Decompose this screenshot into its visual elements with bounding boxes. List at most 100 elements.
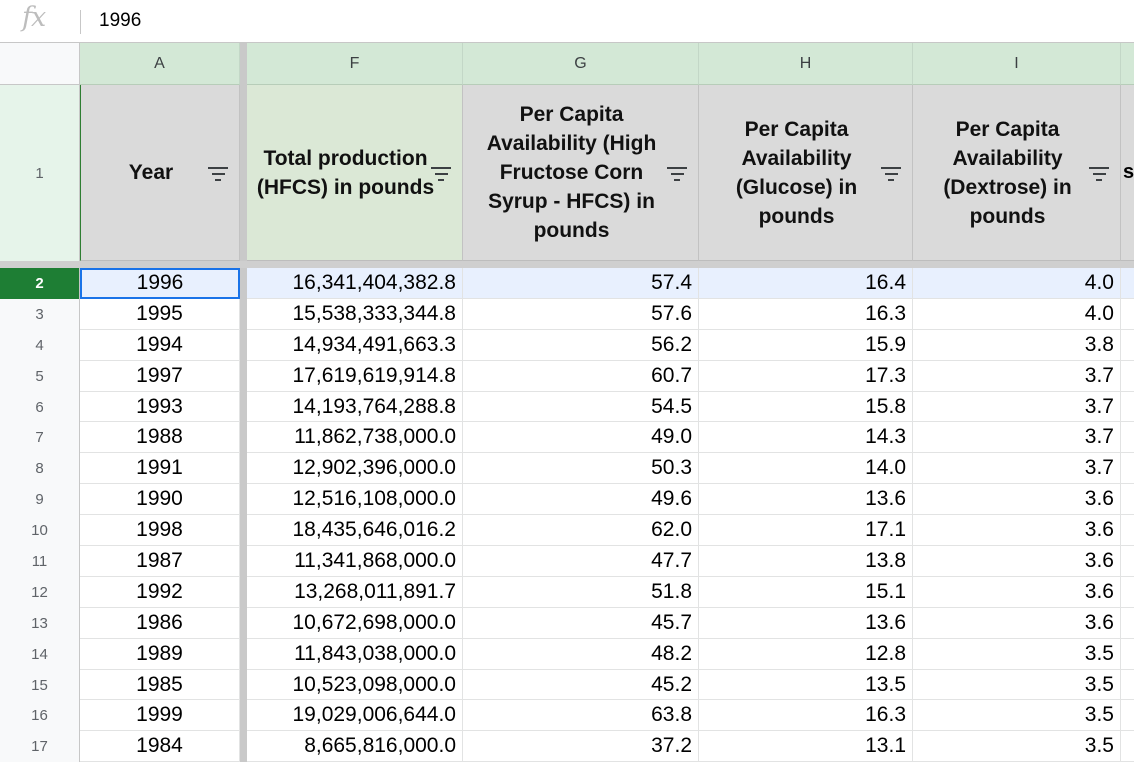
cell-per-capita-dextrose[interactable]: 3.6 bbox=[913, 515, 1121, 547]
cell-per-capita-glucose[interactable]: 17.1 bbox=[699, 515, 913, 547]
cell-per-capita-glucose[interactable]: 17.3 bbox=[699, 360, 913, 392]
cell-per-capita-glucose[interactable]: 16.4 bbox=[699, 268, 913, 299]
cell-year[interactable]: 1992 bbox=[80, 576, 240, 608]
cell-per-capita-hfcs[interactable]: 49.6 bbox=[463, 484, 699, 516]
filter-icon[interactable] bbox=[207, 164, 229, 182]
cell-per-capita-hfcs[interactable]: 50.3 bbox=[463, 453, 699, 485]
cell-per-capita-dextrose[interactable]: 3.7 bbox=[913, 391, 1121, 423]
frozen-column-divider[interactable] bbox=[240, 638, 247, 670]
cell-year[interactable]: 1987 bbox=[80, 546, 240, 577]
cell-per-capita-glucose[interactable]: 14.3 bbox=[699, 422, 913, 454]
frozen-column-divider[interactable] bbox=[240, 546, 247, 577]
cell-per-capita-hfcs[interactable]: 51.8 bbox=[463, 576, 699, 608]
frozen-column-divider[interactable] bbox=[240, 85, 247, 261]
cell-per-capita-dextrose[interactable]: 3.6 bbox=[913, 546, 1121, 577]
cell-per-capita-glucose[interactable]: 16.3 bbox=[699, 298, 913, 330]
frozen-column-divider[interactable] bbox=[240, 43, 247, 85]
cell-next-peek[interactable] bbox=[1121, 422, 1134, 454]
filter-icon[interactable] bbox=[880, 164, 902, 182]
header-cell-year[interactable]: Year bbox=[80, 85, 240, 261]
cell-total-production[interactable]: 13,268,011,891.7 bbox=[247, 576, 463, 608]
row-header[interactable]: 17 bbox=[0, 731, 80, 762]
cell-next-peek[interactable] bbox=[1121, 330, 1134, 361]
cell-per-capita-hfcs[interactable]: 45.2 bbox=[463, 669, 699, 701]
column-header-h[interactable]: H bbox=[699, 43, 913, 85]
frozen-row-divider[interactable] bbox=[913, 261, 1121, 268]
row-header[interactable]: 7 bbox=[0, 422, 80, 454]
cell-per-capita-dextrose[interactable]: 3.5 bbox=[913, 700, 1121, 732]
cell-per-capita-glucose[interactable]: 15.1 bbox=[699, 576, 913, 608]
cell-per-capita-hfcs[interactable]: 63.8 bbox=[463, 700, 699, 732]
select-all-corner[interactable] bbox=[0, 43, 80, 85]
cell-per-capita-glucose[interactable]: 13.8 bbox=[699, 546, 913, 577]
cell-year[interactable]: 1996 bbox=[80, 268, 240, 299]
cell-next-peek[interactable] bbox=[1121, 546, 1134, 577]
cell-per-capita-dextrose[interactable]: 3.5 bbox=[913, 669, 1121, 701]
row-header[interactable]: 3 bbox=[0, 298, 80, 330]
cell-total-production[interactable]: 11,843,038,000.0 bbox=[247, 638, 463, 670]
cell-total-production[interactable]: 8,665,816,000.0 bbox=[247, 731, 463, 762]
cell-per-capita-glucose[interactable]: 13.5 bbox=[699, 669, 913, 701]
cell-per-capita-glucose[interactable]: 16.3 bbox=[699, 700, 913, 732]
row-header[interactable]: 15 bbox=[0, 669, 80, 701]
frozen-column-divider[interactable] bbox=[240, 607, 247, 639]
cell-total-production[interactable]: 17,619,619,914.8 bbox=[247, 360, 463, 392]
cell-total-production[interactable]: 18,435,646,016.2 bbox=[247, 515, 463, 547]
cell-total-production[interactable]: 15,538,333,344.8 bbox=[247, 298, 463, 330]
cell-per-capita-glucose[interactable]: 15.9 bbox=[699, 329, 913, 361]
cell-per-capita-hfcs[interactable]: 56.2 bbox=[463, 329, 699, 361]
cell-per-capita-dextrose[interactable]: 3.6 bbox=[913, 607, 1121, 639]
cell-next-peek[interactable] bbox=[1121, 577, 1134, 608]
cell-total-production[interactable]: 11,341,868,000.0 bbox=[247, 546, 463, 577]
row-header[interactable]: 12 bbox=[0, 576, 80, 608]
cell-per-capita-hfcs[interactable]: 47.7 bbox=[463, 546, 699, 577]
row-header[interactable]: 8 bbox=[0, 453, 80, 485]
column-header-g[interactable]: G bbox=[463, 43, 699, 85]
cell-per-capita-dextrose[interactable]: 3.7 bbox=[913, 360, 1121, 392]
frozen-column-divider[interactable] bbox=[240, 515, 247, 547]
cell-next-peek[interactable] bbox=[1121, 639, 1134, 670]
row-header[interactable]: 16 bbox=[0, 700, 80, 732]
cell-next-peek[interactable] bbox=[1121, 361, 1134, 392]
cell-total-production[interactable]: 19,029,006,644.0 bbox=[247, 700, 463, 732]
filter-icon[interactable] bbox=[1088, 164, 1110, 182]
cell-per-capita-dextrose[interactable]: 3.5 bbox=[913, 731, 1121, 762]
cell-per-capita-dextrose[interactable]: 3.7 bbox=[913, 453, 1121, 485]
row-header-1[interactable]: 1 bbox=[0, 85, 80, 261]
frozen-row-divider[interactable] bbox=[247, 261, 463, 268]
cell-year[interactable]: 1999 bbox=[80, 700, 240, 732]
cell-per-capita-glucose[interactable]: 13.1 bbox=[699, 731, 913, 762]
row-header[interactable]: 6 bbox=[0, 391, 80, 423]
frozen-row-divider[interactable] bbox=[699, 261, 913, 268]
cell-year[interactable]: 1993 bbox=[80, 391, 240, 423]
frozen-column-divider[interactable] bbox=[240, 484, 247, 516]
header-cell-next-peek[interactable]: s bbox=[1121, 85, 1134, 261]
cell-total-production[interactable]: 10,523,098,000.0 bbox=[247, 669, 463, 701]
cell-next-peek[interactable] bbox=[1121, 700, 1134, 732]
frozen-row-divider[interactable] bbox=[240, 261, 247, 268]
cell-per-capita-glucose[interactable]: 12.8 bbox=[699, 638, 913, 670]
column-header-next[interactable] bbox=[1121, 43, 1134, 85]
frozen-column-divider[interactable] bbox=[240, 268, 247, 299]
cell-per-capita-hfcs[interactable]: 54.5 bbox=[463, 391, 699, 423]
cell-next-peek[interactable] bbox=[1121, 453, 1134, 485]
cell-per-capita-hfcs[interactable]: 45.7 bbox=[463, 607, 699, 639]
cell-per-capita-glucose[interactable]: 14.0 bbox=[699, 453, 913, 485]
cell-year[interactable]: 1995 bbox=[80, 298, 240, 330]
cell-per-capita-hfcs[interactable]: 49.0 bbox=[463, 422, 699, 454]
header-cell-per-capita-hfcs[interactable]: Per Capita Availability (High Fructose C… bbox=[463, 85, 699, 261]
column-header-i[interactable]: I bbox=[913, 43, 1121, 85]
formula-input[interactable]: 1996 bbox=[99, 10, 142, 31]
row-header[interactable]: 2 bbox=[0, 268, 80, 299]
cell-year[interactable]: 1985 bbox=[80, 669, 240, 701]
column-header-a[interactable]: A bbox=[80, 43, 240, 85]
cell-per-capita-dextrose[interactable]: 4.0 bbox=[913, 298, 1121, 330]
cell-per-capita-hfcs[interactable]: 57.4 bbox=[463, 268, 699, 299]
cell-per-capita-glucose[interactable]: 13.6 bbox=[699, 484, 913, 516]
frozen-column-divider[interactable] bbox=[240, 576, 247, 608]
row-header[interactable]: 9 bbox=[0, 484, 80, 516]
cell-total-production[interactable]: 12,902,396,000.0 bbox=[247, 453, 463, 485]
cell-total-production[interactable]: 14,934,491,663.3 bbox=[247, 329, 463, 361]
cell-per-capita-glucose[interactable]: 15.8 bbox=[699, 391, 913, 423]
frozen-column-divider[interactable] bbox=[240, 298, 247, 330]
